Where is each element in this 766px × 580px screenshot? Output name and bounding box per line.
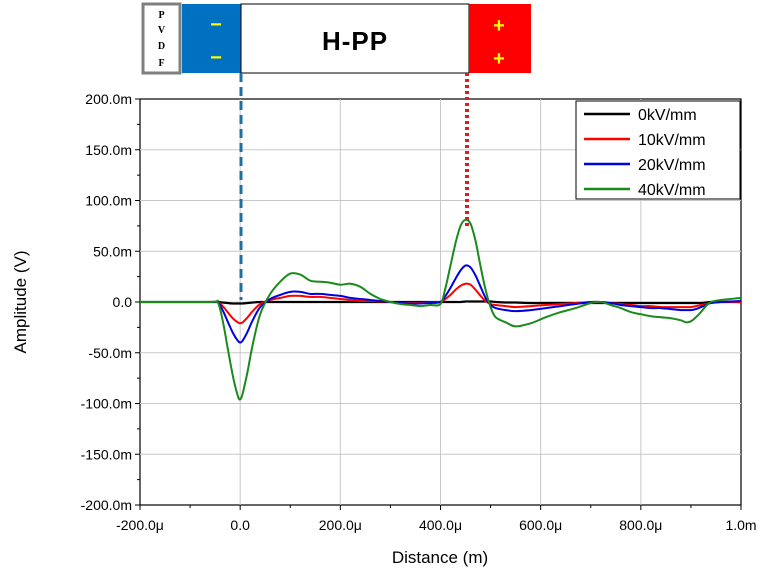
y-tick-label: 200.0m (85, 91, 132, 107)
y-tick-label: 50.0m (93, 243, 132, 259)
hpp-label: H-PP (322, 26, 388, 56)
series-line-0kv-mm (140, 300, 741, 305)
y-tick-label: -50.0m (88, 345, 132, 361)
x-tick-label: 400.0μ (419, 517, 462, 533)
x-tick-label: 200.0μ (319, 517, 362, 533)
y-axis: 200.0m 150.0m 100.0m 50.0m 0.0 -50.0m -100.0m -… (81, 91, 140, 513)
x-tick-label: 0.0 (230, 517, 250, 533)
minus-sign-bottom: − (210, 47, 222, 69)
series-layer (140, 218, 742, 401)
y-tick-label: 100.0m (85, 193, 132, 209)
x-tick-label: 1.0m (725, 517, 756, 533)
legend-label: 10kV/mm (638, 132, 706, 149)
legend: 0kV/mm 10kV/mm 20kV/mm 40kV/mm (575, 100, 741, 200)
plus-sign-bottom: + (493, 48, 505, 70)
hpp-layer (240, 3, 470, 74)
positive-electrode (469, 4, 531, 73)
y-axis-title: Amplitude (V) (11, 251, 30, 354)
x-tick-label: 800.0μ (619, 517, 662, 533)
x-tick-label: 600.0μ (519, 517, 562, 533)
pvdf-letter-p: P (158, 10, 164, 21)
pvdf-layer (141, 2, 182, 75)
legend-label: 0kV/mm (638, 107, 697, 124)
y-tick-label: -200.0m (81, 497, 132, 513)
y-tick-label: -100.0m (81, 396, 132, 412)
series-line-10kv-mm (140, 282, 742, 325)
pvdf-letter-f: F (158, 58, 164, 69)
negative-electrode (182, 4, 241, 73)
legend-box (575, 100, 741, 200)
grid (140, 99, 741, 505)
y-tick-label: 0.0 (113, 294, 133, 310)
x-tick-label: -200.0μ (116, 517, 164, 533)
y-tick-label: -150.0m (81, 446, 132, 462)
legend-label: 20kV/mm (638, 157, 706, 174)
sample-diagram: P V D F − − H-PP + + (141, 2, 531, 75)
pvdf-letter-v: V (158, 25, 166, 36)
minus-sign-top: − (210, 14, 222, 36)
x-axis: -200.0μ 0.0 200.0μ 400.0μ 600.0μ 800.0μ 1.0m (116, 505, 757, 533)
legend-label: 40kV/mm (638, 182, 706, 199)
plus-sign-top: + (493, 15, 505, 37)
pvdf-letter-d: D (158, 41, 165, 52)
series-line-20kv-mm (140, 264, 742, 344)
x-axis-title: Distance (m) (392, 548, 488, 567)
series-line-40kv-mm (140, 218, 742, 401)
y-tick-label: 150.0m (85, 142, 132, 158)
